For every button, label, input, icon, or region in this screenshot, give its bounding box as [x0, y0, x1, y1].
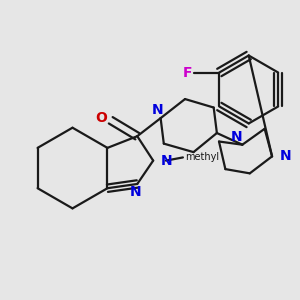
Text: N: N: [231, 130, 243, 144]
Text: N: N: [129, 185, 141, 200]
Text: methyl: methyl: [185, 152, 219, 162]
Text: N: N: [160, 154, 172, 168]
Text: N: N: [152, 103, 163, 117]
Text: O: O: [95, 111, 107, 125]
Text: F: F: [183, 65, 192, 80]
Text: N: N: [280, 149, 291, 164]
